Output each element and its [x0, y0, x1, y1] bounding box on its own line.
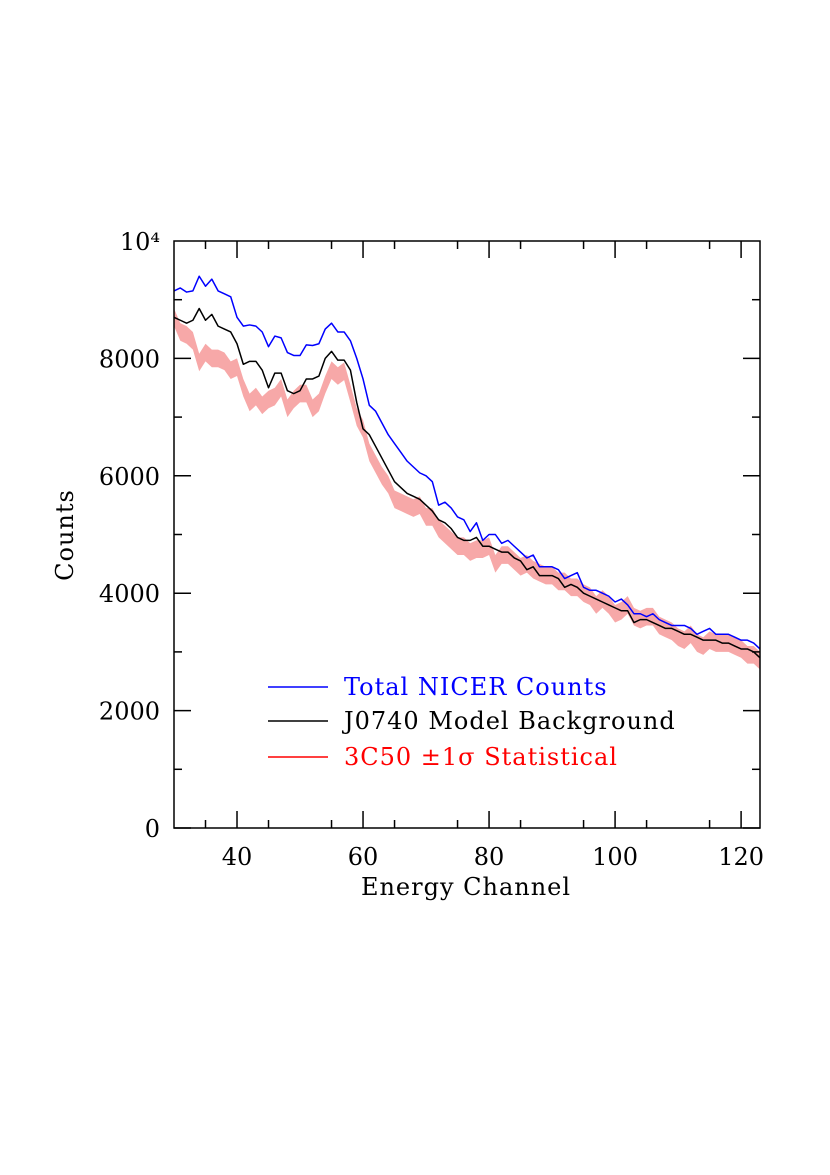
legend: Total NICER Counts J0740 Model Backgroun… [268, 673, 676, 771]
series-line-0 [173, 275, 761, 650]
band-layer [174, 308, 760, 670]
series-band-2 [174, 308, 760, 670]
x-tick-label: 100 [592, 843, 638, 871]
legend-label-background: J0740 Model Background [341, 707, 676, 735]
legend-label-3c50: 3C50 ±1σ Statistical [344, 743, 618, 771]
x-tick-label: 80 [474, 843, 505, 871]
line-layer [173, 275, 761, 659]
y-tick-label: 0 [145, 815, 160, 843]
x-tick-label: 60 [348, 843, 379, 871]
tick-layer: 40 60 80 100 120 0 2000 4000 6000 8000 [99, 241, 764, 871]
plot-frame [173, 240, 761, 829]
y-axis-top-label: 10⁴ [120, 228, 160, 256]
x-tick-label: 120 [718, 843, 764, 871]
y-tick-label: 2000 [99, 698, 160, 726]
y-tick-label: 4000 [99, 580, 160, 608]
x-axis-label: Energy Channel [361, 873, 571, 901]
y-tick-label: 6000 [99, 463, 160, 491]
series-line-1 [173, 307, 761, 659]
y-axis-label: Counts [51, 489, 79, 581]
legend-label-total: Total NICER Counts [344, 673, 608, 701]
x-tick-label: 40 [222, 843, 253, 871]
y-tick-label: 8000 [99, 345, 160, 373]
